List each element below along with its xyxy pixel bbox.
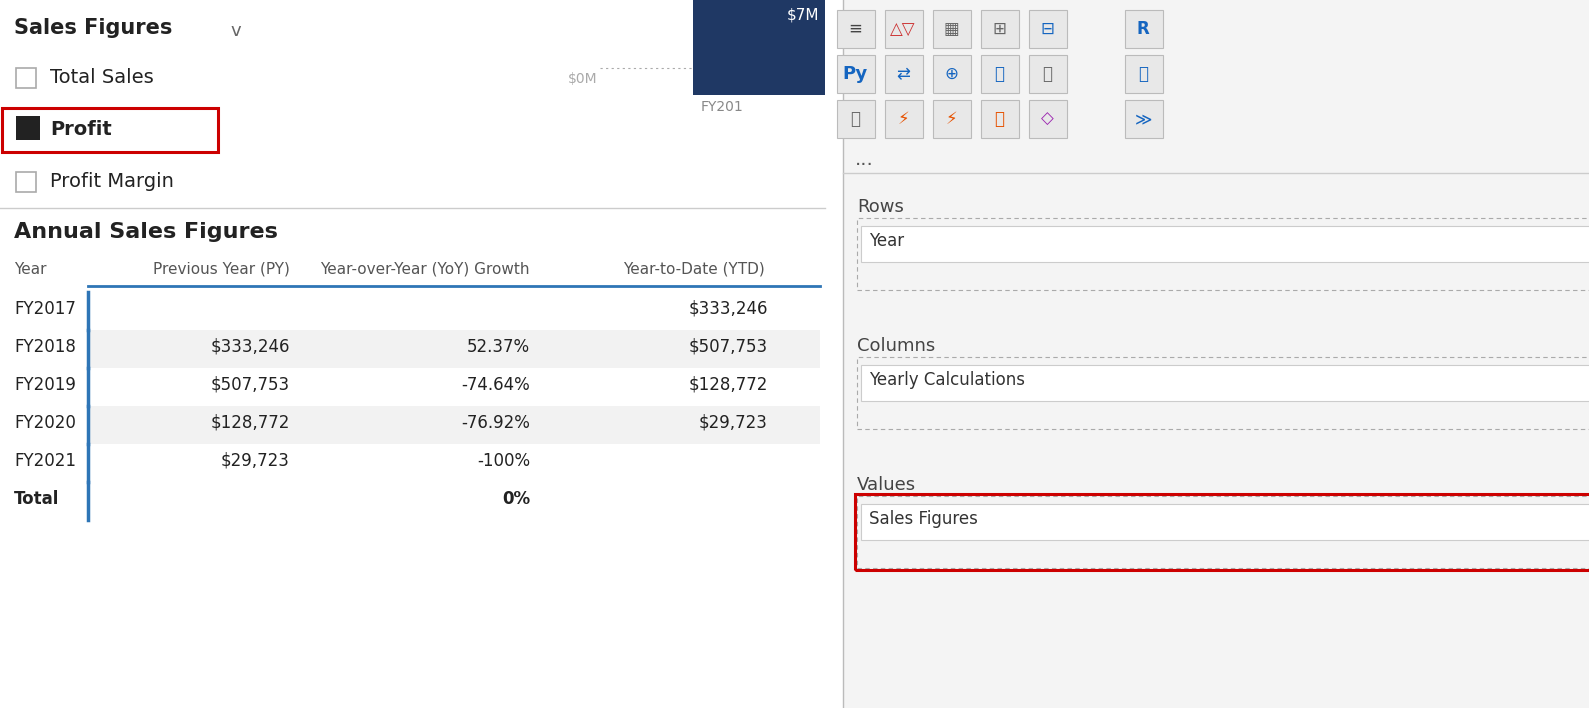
Text: Profit: Profit: [49, 120, 111, 139]
Text: ▦: ▦: [944, 20, 958, 38]
Text: -100%: -100%: [477, 452, 531, 470]
Text: ...: ...: [855, 150, 874, 169]
Bar: [1125, 100, 1163, 138]
Text: 💬: 💬: [995, 65, 1004, 83]
Text: ⚡: ⚡: [898, 110, 909, 128]
Text: FY2019: FY2019: [14, 376, 76, 394]
Text: FY2020: FY2020: [14, 414, 76, 432]
Text: $0M: $0M: [567, 72, 597, 86]
Bar: [844, 0, 1589, 708]
Text: Previous Year (PY): Previous Year (PY): [153, 262, 291, 277]
Bar: [16, 68, 37, 88]
Bar: [1125, 55, 1163, 93]
Text: 🏆: 🏆: [1138, 65, 1147, 83]
Text: ≫: ≫: [1135, 110, 1152, 128]
Text: R: R: [1136, 20, 1149, 38]
Text: $333,246: $333,246: [210, 338, 291, 356]
Text: Annual Sales Figures: Annual Sales Figures: [14, 222, 278, 242]
Bar: [2, 108, 218, 152]
Text: $333,246: $333,246: [688, 300, 767, 318]
Text: Profit Margin: Profit Margin: [49, 172, 173, 191]
Text: Total Sales: Total Sales: [49, 68, 154, 87]
Text: Py: Py: [842, 65, 868, 83]
Bar: [856, 218, 1589, 290]
Text: Year-over-Year (YoY) Growth: Year-over-Year (YoY) Growth: [321, 262, 531, 277]
Bar: [16, 172, 37, 192]
Text: ⊟: ⊟: [1041, 20, 1054, 38]
Bar: [693, 0, 825, 95]
Bar: [885, 100, 923, 138]
Text: ◇: ◇: [1041, 110, 1054, 128]
Bar: [1030, 55, 1066, 93]
Text: FY2017: FY2017: [14, 300, 76, 318]
Text: ⊕: ⊕: [944, 65, 958, 83]
Text: 📍: 📍: [995, 110, 1004, 128]
Text: $507,753: $507,753: [690, 338, 767, 356]
Text: Rows: Rows: [856, 198, 904, 216]
Bar: [1030, 100, 1066, 138]
Text: $29,723: $29,723: [221, 452, 291, 470]
Text: Year: Year: [869, 232, 904, 250]
Text: $128,772: $128,772: [688, 376, 767, 394]
Bar: [855, 494, 1589, 570]
Text: -76.92%: -76.92%: [461, 414, 531, 432]
Text: 📄: 📄: [850, 110, 860, 128]
Text: △▽: △▽: [890, 20, 915, 38]
Text: ⊞: ⊞: [992, 20, 1006, 38]
Bar: [0, 0, 825, 708]
Bar: [837, 55, 876, 93]
Bar: [89, 330, 820, 368]
Text: $507,753: $507,753: [211, 376, 291, 394]
Bar: [856, 357, 1589, 429]
Text: 📋: 📋: [1042, 65, 1052, 83]
Bar: [861, 226, 1589, 262]
Text: $29,723: $29,723: [699, 414, 767, 432]
Bar: [89, 406, 820, 444]
Bar: [837, 100, 876, 138]
Text: $128,772: $128,772: [211, 414, 291, 432]
Text: FY201: FY201: [701, 100, 744, 114]
Text: ≡: ≡: [849, 20, 861, 38]
Bar: [16, 116, 40, 140]
Text: ⇄: ⇄: [896, 65, 910, 83]
Bar: [856, 496, 1589, 568]
Text: Total: Total: [14, 490, 59, 508]
Text: Year: Year: [14, 262, 46, 277]
Text: -74.64%: -74.64%: [461, 376, 531, 394]
Bar: [980, 55, 1019, 93]
Text: Columns: Columns: [856, 337, 936, 355]
Bar: [861, 365, 1589, 401]
Bar: [861, 504, 1589, 540]
Bar: [837, 10, 876, 48]
Bar: [980, 10, 1019, 48]
Text: 52.37%: 52.37%: [467, 338, 531, 356]
Bar: [885, 55, 923, 93]
Text: Sales Figures: Sales Figures: [14, 18, 172, 38]
Text: $7M: $7M: [787, 8, 818, 23]
Bar: [933, 55, 971, 93]
Bar: [885, 10, 923, 48]
Bar: [933, 100, 971, 138]
Bar: [1030, 10, 1066, 48]
Text: Sales Figures: Sales Figures: [869, 510, 977, 528]
Text: 0%: 0%: [502, 490, 531, 508]
Text: FY2018: FY2018: [14, 338, 76, 356]
Text: ⚡: ⚡: [945, 110, 957, 128]
Text: Yearly Calculations: Yearly Calculations: [869, 371, 1025, 389]
Text: Values: Values: [856, 476, 917, 494]
Bar: [980, 100, 1019, 138]
Text: v: v: [230, 22, 240, 40]
Text: FY2021: FY2021: [14, 452, 76, 470]
Bar: [933, 10, 971, 48]
Bar: [1125, 10, 1163, 48]
Text: Year-to-Date (YTD): Year-to-Date (YTD): [623, 262, 764, 277]
